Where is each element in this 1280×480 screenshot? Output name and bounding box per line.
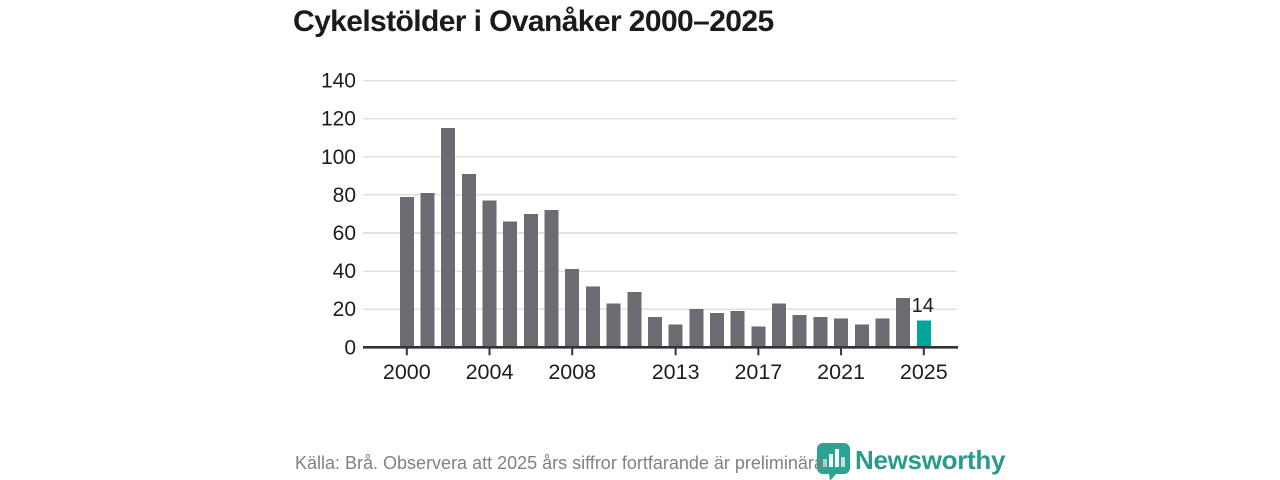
bar-2011: [627, 292, 642, 348]
source-note: Källa: Brå. Observera att 2025 års siffr…: [295, 453, 829, 473]
x-axis-tick-label-2004: 2004: [466, 360, 514, 384]
bar-2007: [544, 210, 559, 348]
bar-2002: [441, 128, 456, 348]
y-axis-tick-label: 40: [333, 260, 356, 283]
bar-2000: [399, 196, 414, 348]
newsworthy-brand: Newsworthy: [817, 443, 1005, 480]
newsworthy-logo-icon: [817, 443, 850, 480]
bar-2008: [565, 269, 580, 348]
bar-2001: [420, 192, 435, 348]
y-axis-tick-label: 100: [321, 146, 356, 169]
chart-title: Cykelstölder i Ovanåker 2000–2025: [293, 5, 774, 38]
y-axis-tick-label: 120: [321, 108, 356, 131]
bar-2025: [916, 320, 931, 348]
bar-2010: [606, 303, 621, 348]
x-axis-tick-label-2008: 2008: [548, 360, 596, 384]
highlight-value-label: 14: [912, 295, 934, 317]
bar-2024: [896, 297, 911, 348]
bar-2013: [668, 324, 683, 348]
newsworthy-wordmark: Newsworthy: [855, 445, 1006, 475]
bar-2020: [813, 316, 828, 348]
x-axis-tick-label-2025: 2025: [900, 360, 948, 384]
bar-2017: [751, 326, 766, 348]
bar-2019: [792, 314, 807, 348]
bar-2021: [834, 318, 849, 348]
bar-2006: [523, 213, 538, 348]
bar-2016: [730, 311, 745, 348]
bar-2012: [647, 316, 662, 348]
bar-2003: [461, 173, 476, 348]
bar-2009: [585, 286, 600, 348]
x-axis-tick-label-2013: 2013: [652, 360, 700, 384]
y-axis-tick-label: 20: [333, 298, 356, 321]
x-axis-tick-label-2021: 2021: [817, 360, 865, 384]
bar-2005: [503, 221, 518, 348]
bar-2023: [875, 318, 890, 348]
bar-2022: [854, 324, 869, 348]
y-axis-tick-label: 80: [333, 184, 356, 207]
y-axis-tick-label: 60: [333, 222, 356, 245]
x-axis-tick-label-2017: 2017: [734, 360, 782, 384]
bar-2018: [772, 303, 787, 348]
bar-2004: [482, 200, 497, 348]
bar-2015: [710, 313, 724, 348]
y-axis-tick-label: 140: [321, 70, 356, 93]
bar-2014: [689, 309, 704, 348]
x-axis-tick-label-2000: 2000: [383, 360, 431, 384]
y-axis-tick-label: 0: [344, 336, 356, 359]
